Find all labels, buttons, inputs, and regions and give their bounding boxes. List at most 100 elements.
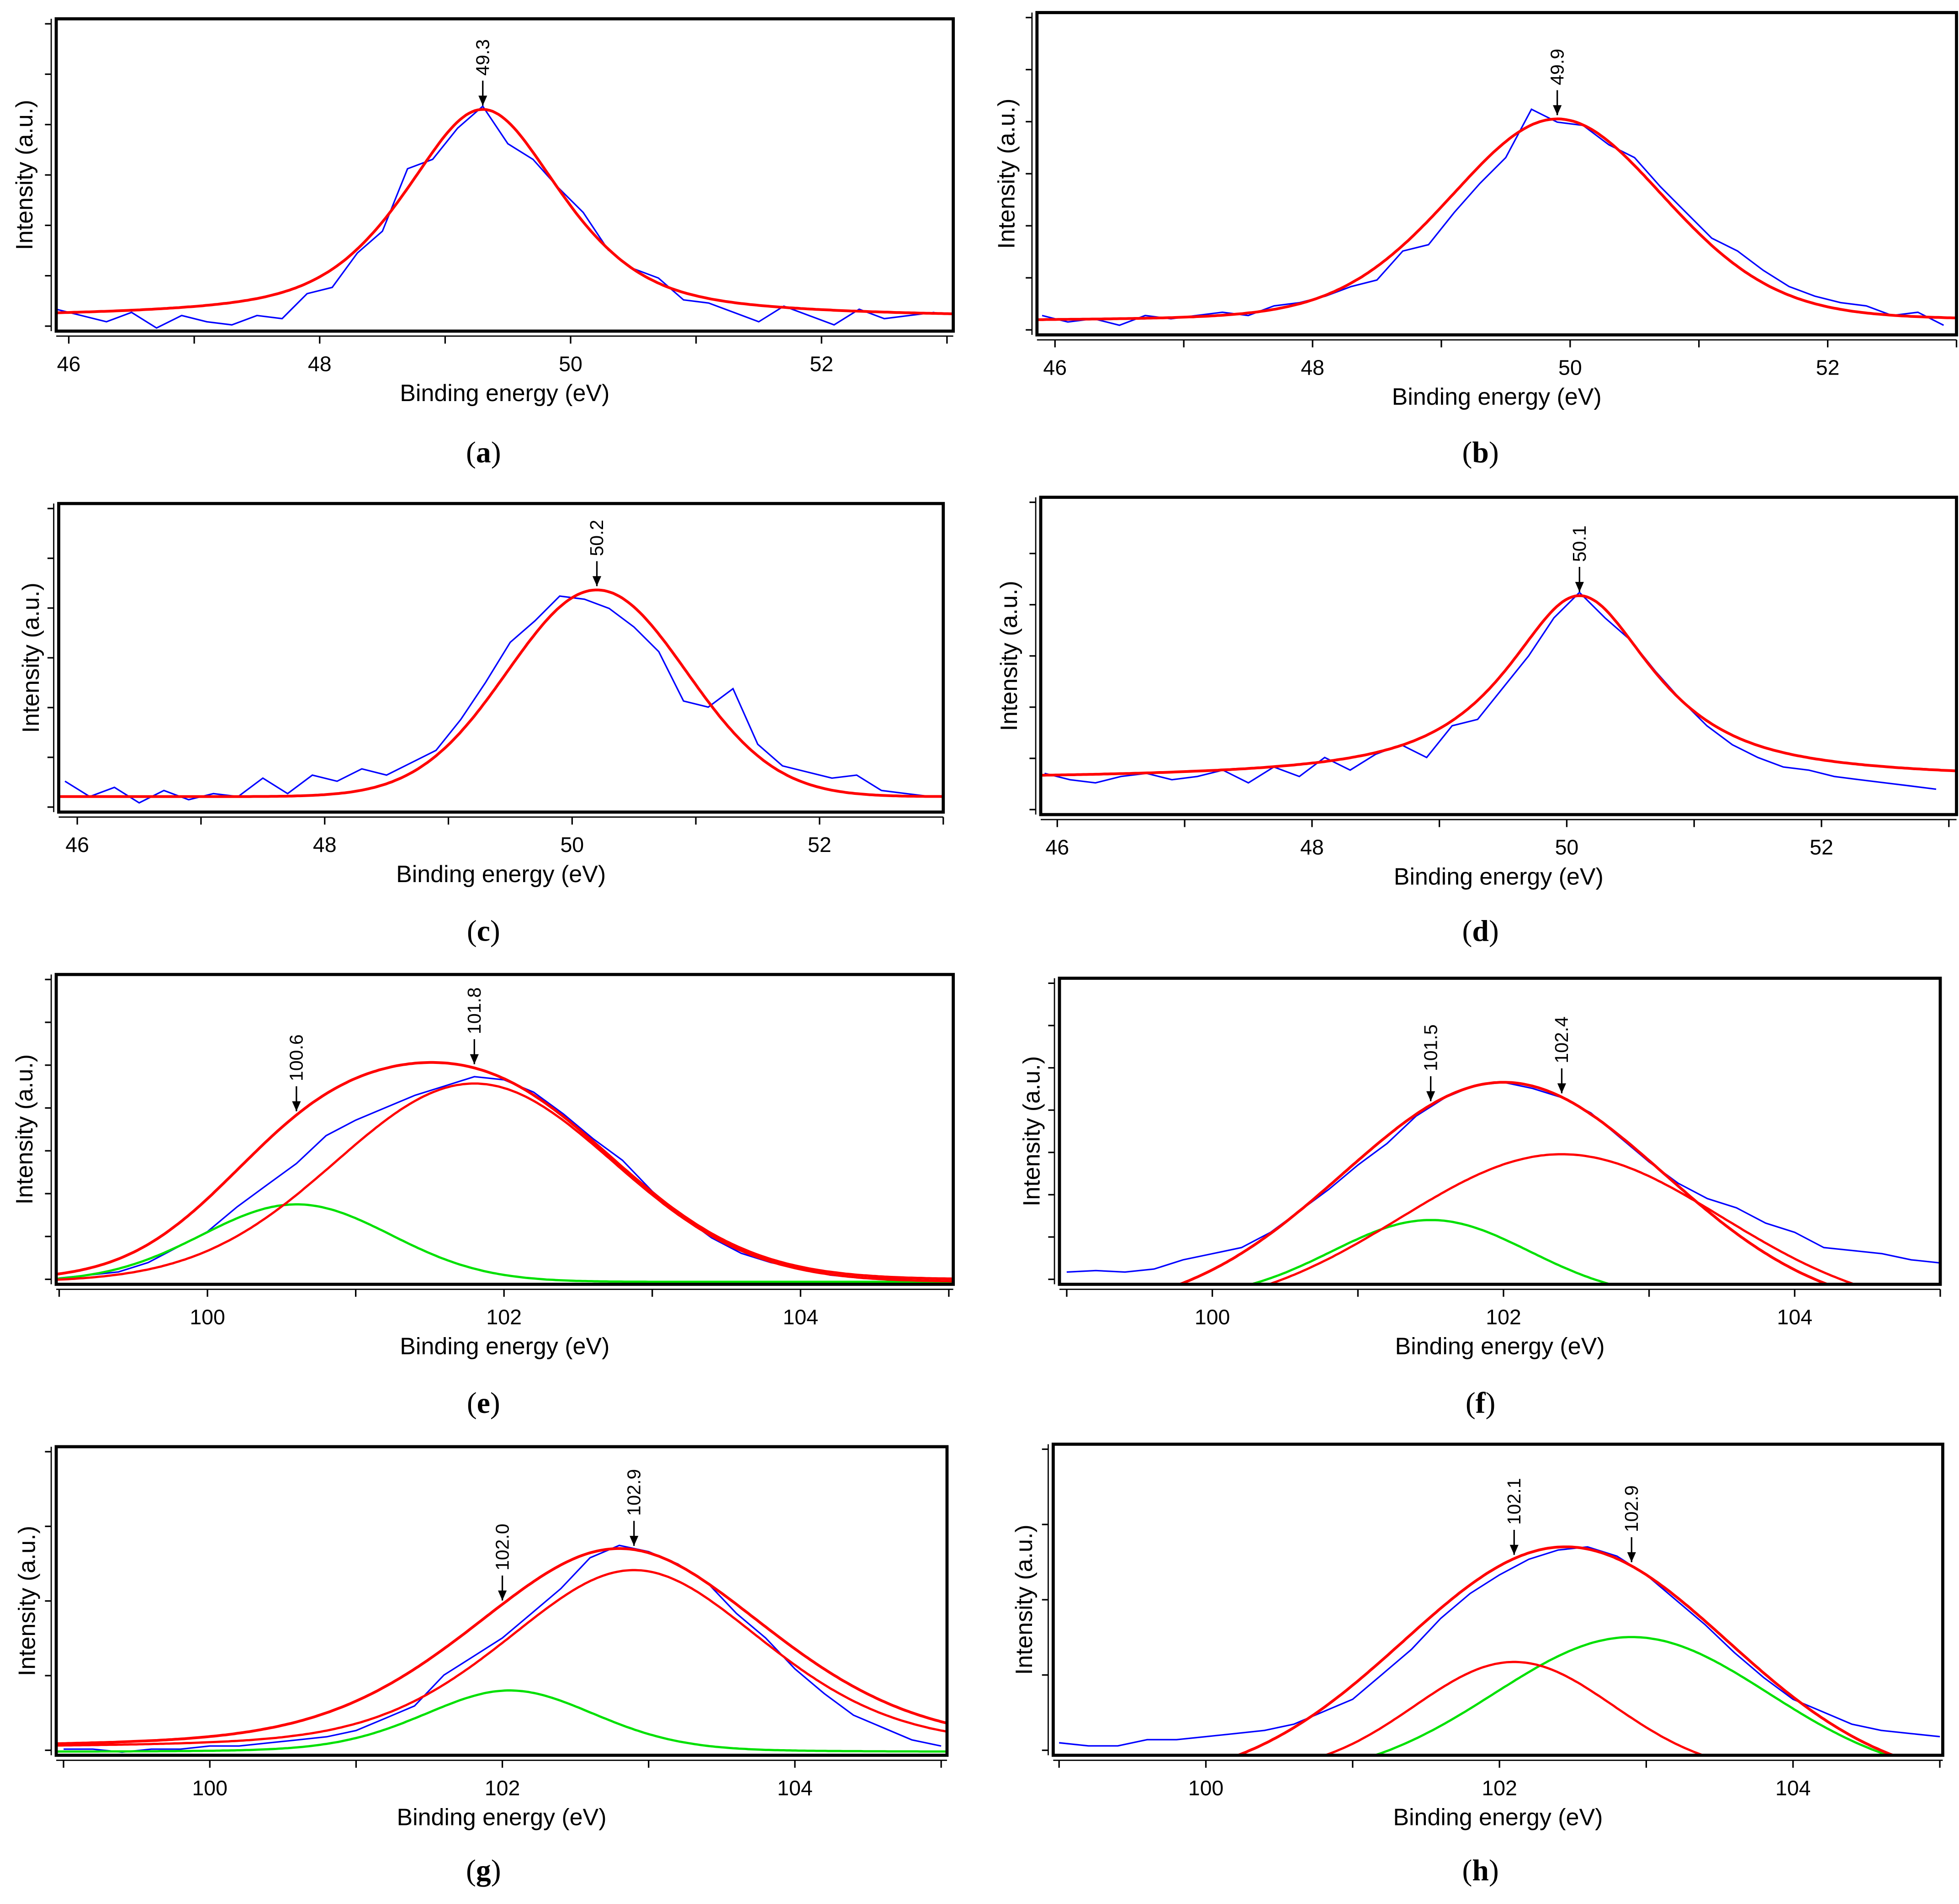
peak-label: 101.5 bbox=[1420, 1024, 1441, 1071]
arrow-head-icon bbox=[592, 576, 602, 587]
panel-caption: (g) bbox=[466, 1854, 501, 1887]
fit-component-1-line bbox=[1265, 1153, 1858, 1285]
plot-frame bbox=[1058, 977, 1942, 1286]
arrow-head-icon bbox=[498, 1590, 507, 1601]
arrow-head-icon bbox=[470, 1054, 479, 1064]
plot-frame bbox=[1039, 496, 1958, 816]
measured-spectrum-line bbox=[64, 1544, 942, 1753]
plot-frame bbox=[54, 973, 955, 1286]
y-axis-label: Intensity (a.u.) bbox=[1011, 1524, 1038, 1675]
y-axis-label: Intensity (a.u.) bbox=[11, 1054, 38, 1205]
y-axis-label: Intensity (a.u.) bbox=[994, 99, 1020, 249]
panel-a: 46 48 50 52 49.3 Binding energy (eV) Intensity… bbox=[11, 17, 955, 469]
fit-component-2-line bbox=[56, 1689, 947, 1753]
panel-c: 46 48 50 52 50.2 Binding energy (eV) Intensity… bbox=[18, 502, 945, 947]
peak-label: 102.9 bbox=[1621, 1485, 1642, 1532]
x-tick-label: 50 bbox=[1558, 356, 1582, 380]
x-axis-label: Binding energy (eV) bbox=[1392, 384, 1602, 410]
arrow-head-icon bbox=[1627, 1552, 1636, 1562]
x-tick-label: 102 bbox=[485, 1776, 520, 1800]
x-axis-label: Binding energy (eV) bbox=[1395, 1333, 1604, 1360]
arrow-head-icon bbox=[1553, 105, 1562, 116]
y-axis-label: Intensity (a.u.) bbox=[14, 1526, 41, 1676]
x-tick-label: 50 bbox=[560, 833, 584, 857]
arrow-head-icon bbox=[1426, 1091, 1435, 1101]
plot-frame bbox=[1051, 1443, 1944, 1757]
x-tick-label: 104 bbox=[777, 1776, 813, 1800]
x-tick-label: 100 bbox=[190, 1305, 225, 1329]
panel-caption: (d) bbox=[1462, 915, 1499, 947]
panel-b: 46 48 50 52 49.9 Binding energy (eV) Intensity… bbox=[994, 11, 1958, 469]
y-axis-label: Intensity (a.u.) bbox=[996, 581, 1022, 731]
peak-label: 49.3 bbox=[472, 39, 493, 76]
y-axis-label: Intensity (a.u.) bbox=[11, 100, 38, 250]
x-tick-label: 100 bbox=[1188, 1776, 1224, 1800]
panel-caption-letter: g bbox=[476, 1854, 491, 1887]
arrow-head-icon bbox=[292, 1101, 301, 1111]
measured-spectrum-line bbox=[1044, 591, 1937, 790]
x-tick-label: 100 bbox=[192, 1776, 228, 1800]
measured-spectrum-line bbox=[64, 595, 931, 804]
fit-envelope-line bbox=[1037, 117, 1957, 321]
x-tick-label: 46 bbox=[65, 833, 89, 857]
panel-caption: (f) bbox=[1466, 1387, 1496, 1420]
x-tick-label: 48 bbox=[1300, 836, 1324, 859]
x-axis-label: Binding energy (eV) bbox=[400, 380, 609, 407]
plot-frame bbox=[54, 1445, 949, 1757]
x-tick-label: 100 bbox=[1195, 1305, 1230, 1329]
panel-caption: (h) bbox=[1462, 1854, 1499, 1887]
x-tick-label: 46 bbox=[1043, 356, 1067, 380]
x-tick-label: 48 bbox=[1301, 356, 1324, 380]
x-tick-label: 48 bbox=[308, 352, 332, 376]
panel-e: 100 102 104 100.6 101.8 Binding energy (eV) In… bbox=[11, 973, 955, 1420]
panel-caption-letter: d bbox=[1472, 915, 1489, 947]
plot-frame bbox=[54, 17, 955, 333]
fit-component-1-line bbox=[1322, 1661, 1707, 1756]
arrow-head-icon bbox=[1509, 1544, 1519, 1555]
arrow-head-icon bbox=[478, 95, 487, 106]
x-axis-label: Binding energy (eV) bbox=[397, 1804, 606, 1831]
plot-frame bbox=[57, 502, 945, 814]
panel-caption: (b) bbox=[1462, 436, 1499, 469]
x-tick-label: 104 bbox=[1775, 1776, 1811, 1800]
panel-caption-letter: c bbox=[477, 915, 490, 947]
peak-label: 102.1 bbox=[1504, 1478, 1525, 1525]
x-tick-label: 46 bbox=[1045, 836, 1069, 859]
fit-envelope-line bbox=[56, 1547, 947, 1745]
plot-frame bbox=[1035, 11, 1958, 337]
arrow-head-icon bbox=[1557, 1083, 1567, 1094]
x-tick-label: 50 bbox=[559, 352, 582, 376]
panel-caption-letter: e bbox=[477, 1387, 490, 1420]
peak-label: 102.0 bbox=[492, 1523, 513, 1571]
panel-caption: (a) bbox=[466, 436, 501, 469]
fit-envelope-line bbox=[1176, 1081, 1832, 1285]
peak-label: 101.8 bbox=[464, 987, 485, 1034]
panel-h: 100 102 104 102.1 102.9 Binding energy (eV) In… bbox=[1011, 1443, 1944, 1887]
panel-f: 100 102 104 101.5 102.4 Binding energy (eV) In… bbox=[1018, 977, 1942, 1420]
panel-caption-letter: f bbox=[1476, 1387, 1486, 1420]
x-axis-label: Binding energy (eV) bbox=[400, 1333, 609, 1360]
x-tick-label: 104 bbox=[783, 1305, 819, 1329]
x-tick-label: 102 bbox=[486, 1305, 522, 1329]
measured-spectrum-line bbox=[56, 105, 935, 329]
x-tick-label: 52 bbox=[810, 352, 833, 376]
panel-d: 46 48 50 52 50.1 Binding energy (eV) Intensity… bbox=[996, 496, 1958, 947]
peak-label: 102.9 bbox=[623, 1469, 644, 1516]
x-tick-label: 104 bbox=[1777, 1305, 1813, 1329]
x-tick-label: 52 bbox=[808, 833, 831, 857]
x-tick-label: 102 bbox=[1486, 1305, 1521, 1329]
measured-spectrum-line bbox=[1042, 108, 1944, 326]
x-tick-label: 48 bbox=[313, 833, 337, 857]
panel-caption-letter: a bbox=[476, 436, 491, 469]
fit-component-2-line bbox=[1246, 1219, 1615, 1285]
x-tick-label: 50 bbox=[1555, 836, 1579, 859]
measured-spectrum-line bbox=[59, 1076, 949, 1282]
x-axis-label: Binding energy (eV) bbox=[1394, 863, 1604, 890]
measured-spectrum-line bbox=[1059, 1546, 1940, 1747]
x-axis-label: Binding energy (eV) bbox=[1393, 1804, 1603, 1831]
arrow-head-icon bbox=[630, 1536, 639, 1546]
panel-caption: (e) bbox=[467, 1387, 500, 1420]
x-tick-label: 52 bbox=[1810, 836, 1833, 859]
panel-caption-letter: h bbox=[1472, 1854, 1489, 1887]
